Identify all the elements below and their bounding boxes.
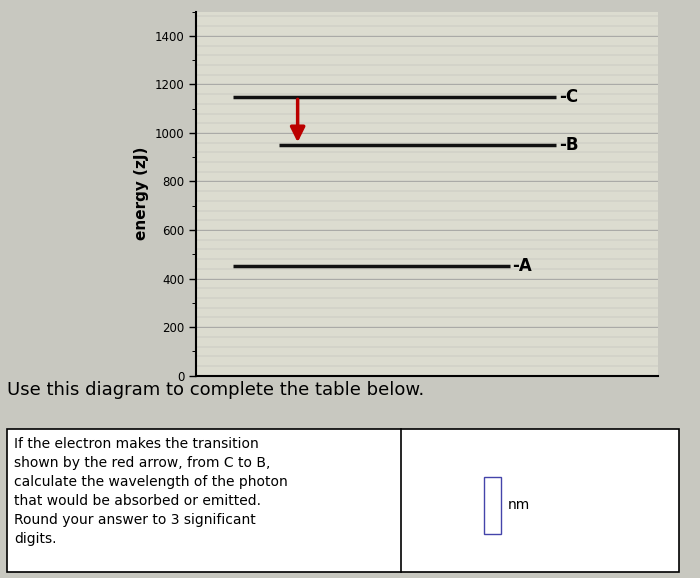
Text: If the electron makes the transition
shown by the red arrow, from C to B,
calcul: If the electron makes the transition sho… (14, 437, 288, 546)
FancyBboxPatch shape (484, 477, 501, 534)
Text: -B: -B (559, 136, 578, 154)
FancyBboxPatch shape (7, 429, 679, 572)
Y-axis label: energy (zJ): energy (zJ) (134, 147, 149, 240)
Text: nm: nm (508, 498, 530, 513)
Text: Use this diagram to complete the table below.: Use this diagram to complete the table b… (7, 381, 424, 399)
Text: -C: -C (559, 87, 578, 106)
Text: -A: -A (512, 257, 532, 276)
